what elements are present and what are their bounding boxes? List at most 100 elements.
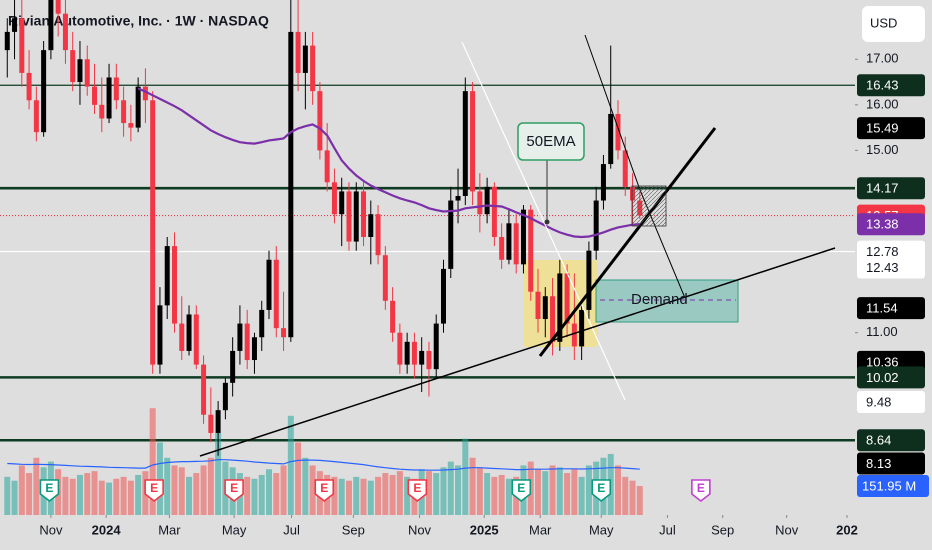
candle-body [520, 209, 526, 265]
price-label: 15.49 [866, 121, 899, 136]
volume-bar [33, 457, 40, 515]
candle-body [106, 77, 112, 119]
candle-body [310, 45, 316, 92]
candle-body [484, 186, 490, 215]
candle-body [353, 191, 359, 242]
candle-body [477, 191, 483, 215]
candle-body [506, 223, 512, 260]
volume-bar [258, 474, 265, 515]
volume-bar [425, 471, 432, 515]
candle-body [579, 309, 585, 347]
price-label-box [857, 117, 925, 140]
candle-body [193, 314, 199, 365]
candle-body [41, 50, 47, 133]
volume-bar [26, 473, 33, 515]
currency-label[interactable]: USD [870, 15, 897, 30]
candle-body [368, 214, 374, 237]
volume-bar [360, 478, 367, 515]
volume-bar [62, 476, 69, 515]
candle-body [77, 59, 83, 83]
x-tick-label: Jul [659, 522, 676, 537]
candle-body [26, 72, 32, 101]
candle-body [586, 250, 592, 310]
price-label: 10.02 [866, 370, 899, 385]
volume-bar [156, 442, 163, 515]
volume-bar [367, 480, 374, 515]
candle-body [281, 328, 287, 338]
candle-body [215, 410, 221, 433]
earnings-label: E [45, 481, 53, 495]
volume-bar [462, 438, 469, 515]
candle-body [164, 246, 170, 306]
earnings-marker [144, 479, 164, 503]
candle-body [150, 100, 156, 365]
price-label: 13.38 [866, 217, 899, 232]
candle-body [382, 255, 388, 301]
candle-body [179, 323, 185, 351]
earnings-marker [511, 479, 532, 503]
volume-bar [469, 457, 476, 515]
candle-body [455, 195, 461, 201]
candle-body [222, 382, 228, 411]
price-label: 12.78 [866, 244, 899, 259]
volume-bar [207, 457, 214, 515]
zone-label: Demand [631, 291, 688, 308]
x-tick-label: Jul [283, 522, 300, 537]
volume-bar [91, 471, 98, 515]
price-label-box [857, 213, 925, 236]
candle-body [230, 350, 236, 383]
volume-bar [302, 457, 309, 515]
y-tick-label: 11.00 [866, 324, 898, 339]
volume-bar [244, 476, 251, 515]
callout-box [517, 122, 585, 161]
levels [0, 84, 855, 442]
candle-body [92, 86, 98, 105]
candle-body [571, 323, 577, 347]
candle-body [135, 86, 141, 128]
volume-bar [455, 465, 462, 515]
trendline [538, 127, 717, 357]
candle-body [244, 323, 250, 361]
candle-body [593, 200, 599, 251]
candle-body [237, 323, 243, 351]
price-label: 8.64 [866, 433, 891, 448]
candle-body [259, 309, 265, 338]
candle-body [273, 259, 279, 329]
volume-bar [578, 476, 585, 515]
price-label: 12.43 [866, 260, 899, 275]
x-tick-label: 2024 [92, 522, 122, 537]
candle-body [171, 246, 177, 324]
candle-body [266, 259, 272, 310]
price-label-box [857, 429, 925, 452]
candle-body [404, 341, 410, 365]
volume-bar [120, 476, 127, 515]
volume-bar [186, 476, 193, 515]
candle-body [557, 273, 563, 342]
volume-bar [331, 476, 338, 515]
candle-body [433, 323, 439, 370]
drawings: 50EMA Demand [199, 34, 836, 457]
price-label: 9.48 [866, 394, 891, 409]
candle-body [346, 191, 352, 242]
consolidation-box [631, 185, 667, 227]
volume-bar [571, 469, 578, 515]
volume-bar [11, 480, 18, 515]
x-tick-label: 2025 [470, 522, 499, 537]
volume-bar [193, 473, 200, 515]
candle-body [62, 13, 68, 51]
volume-bar [76, 474, 83, 515]
volume-bar [164, 457, 171, 515]
volume-bar [505, 478, 512, 515]
candle-body [339, 191, 345, 215]
volume-bar [18, 465, 25, 515]
trendline [584, 34, 641, 191]
y-tick-label: 17.00 [866, 51, 899, 66]
candle-body [288, 31, 294, 338]
volume-bar [345, 480, 352, 515]
price-label-box [857, 390, 925, 413]
x-tick-label: May [589, 522, 614, 537]
currency-button[interactable] [862, 6, 925, 42]
volume-bar [106, 482, 113, 515]
candle-body [84, 59, 90, 87]
